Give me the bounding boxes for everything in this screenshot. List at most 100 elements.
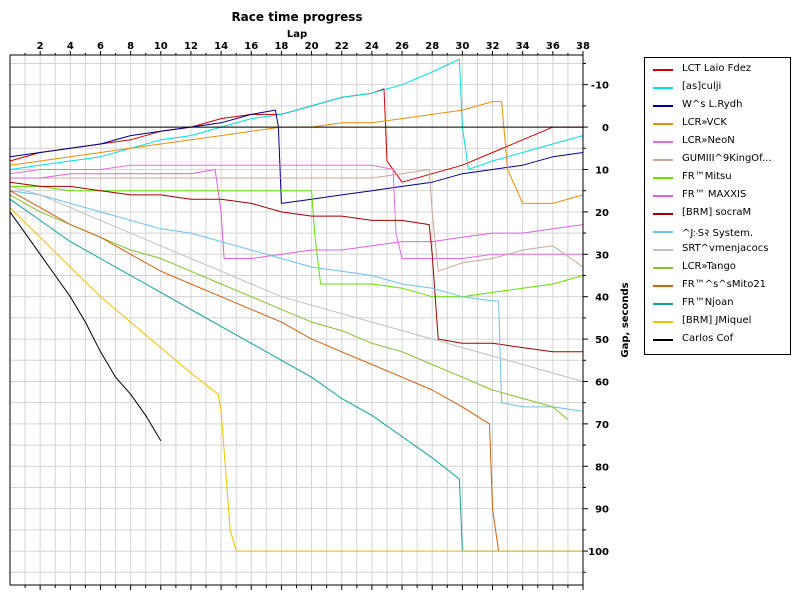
y-tick-label: 80 — [595, 462, 609, 473]
y-tick-label: -10 — [591, 81, 609, 92]
legend-item: [BRM] socraM — [645, 206, 790, 223]
series-line-13 — [9, 190, 500, 552]
legend-label: LCR»VCK — [682, 117, 727, 128]
legend-item: [as]culji — [645, 80, 790, 97]
legend-swatch — [653, 141, 673, 143]
legend-item: FR™ MAXXIS — [645, 188, 790, 205]
legend-swatch — [653, 87, 673, 89]
x-tick-label: 2 — [37, 41, 44, 52]
legend-swatch — [653, 177, 673, 179]
legend-swatch — [653, 69, 673, 71]
x-tick-label: 4 — [67, 41, 74, 52]
legend-label: FR™Mitsu — [682, 171, 732, 182]
legend: LCT Laio Fdez [as]culji W^s L.Rydh LCR»VCK L… — [644, 57, 791, 355]
y-tick-label: 10 — [595, 165, 609, 176]
series-line-6 — [10, 169, 584, 272]
legend-label: SRT^vmenjacocs — [682, 243, 769, 254]
legend-swatch — [653, 195, 673, 197]
legend-swatch — [653, 321, 673, 323]
series-line-12 — [9, 194, 569, 420]
x-tick-label: 16 — [244, 41, 258, 52]
legend-swatch — [653, 267, 673, 269]
x-axis-label: Lap — [287, 29, 307, 40]
x-tick-label: 30 — [455, 41, 469, 52]
legend-swatch — [653, 105, 673, 107]
legend-label: ^J჻S२ System. — [682, 228, 754, 239]
legend-item: FR™Njoan — [645, 296, 790, 313]
legend-swatch — [653, 231, 673, 233]
y-tick-label: 50 — [595, 335, 609, 346]
legend-item: [BRM] JMiquel — [645, 314, 790, 331]
series-line-16 — [9, 211, 162, 442]
legend-label: LCR»Tango — [682, 261, 736, 272]
series-line-2 — [9, 58, 584, 170]
x-tick-label: 26 — [395, 41, 409, 52]
x-tick-label: 6 — [97, 41, 104, 52]
y-axis-label: Gap, seconds — [620, 282, 631, 357]
y-tick-label: 30 — [595, 250, 609, 261]
legend-label: Carlos Cof — [682, 333, 734, 344]
legend-label: [BRM] JMiquel — [682, 315, 752, 326]
legend-item: Carlos Cof — [645, 332, 790, 349]
x-tick-label: 24 — [365, 41, 379, 52]
legend-label: LCR»NeoN — [682, 135, 735, 146]
legend-label: FR™^s^sMito21 — [682, 279, 767, 290]
legend-swatch — [653, 285, 673, 287]
legend-swatch — [653, 303, 673, 305]
y-tick-label: 40 — [595, 293, 609, 304]
legend-item: LCR»Tango — [645, 260, 790, 277]
legend-swatch — [653, 213, 673, 215]
legend-label: LCT Laio Fdez — [682, 63, 752, 74]
axes: 2 4 6 8 10 12 14 16 18 20 22 24 26 28 30 32 34 36 38-10010… — [9, 41, 609, 590]
x-tick-label: 12 — [184, 41, 198, 52]
x-tick-label: 32 — [486, 41, 500, 52]
y-tick-label: 90 — [595, 505, 609, 516]
legend-label: W^s L.Rydh — [682, 99, 743, 110]
legend-item: SRT^vmenjacocs — [645, 242, 790, 259]
legend-item: FR™^s^sMito21 — [645, 278, 790, 295]
x-tick-label: 36 — [546, 41, 560, 52]
legend-label: [as]culji — [682, 81, 722, 92]
legend-item: W^s L.Rydh — [645, 98, 790, 115]
x-tick-label: 28 — [425, 41, 439, 52]
x-tick-label: 10 — [154, 41, 168, 52]
legend-item: GUMIII^9KingOf... — [645, 152, 790, 169]
y-tick-label: 60 — [595, 377, 609, 388]
x-tick-label: 38 — [576, 41, 590, 52]
legend-item: FR™Mitsu — [645, 170, 790, 187]
x-tick-label: 34 — [516, 41, 530, 52]
legend-swatch — [653, 123, 673, 125]
x-tick-label: 8 — [127, 41, 134, 52]
y-tick-label: 100 — [588, 547, 609, 558]
legend-item: LCR»NeoN — [645, 134, 790, 151]
legend-swatch — [653, 159, 673, 161]
chart-title: Race time progress — [231, 10, 362, 24]
grid-lines — [10, 55, 584, 585]
x-tick-label: 14 — [214, 41, 228, 52]
series-line-15 — [9, 207, 583, 552]
legend-swatch — [653, 339, 673, 341]
legend-label: GUMIII^9KingOf... — [682, 153, 772, 164]
y-tick-label: 20 — [595, 208, 609, 219]
legend-item: LCR»VCK — [645, 116, 790, 133]
legend-label: FR™ MAXXIS — [682, 189, 747, 200]
y-tick-label: 70 — [595, 420, 609, 431]
series-line-10 — [9, 190, 584, 412]
series-line-8 — [10, 169, 584, 259]
series-lines — [9, 58, 584, 552]
series-line-7 — [10, 185, 584, 298]
x-tick-label: 20 — [305, 41, 319, 52]
series-line-4 — [9, 101, 584, 204]
legend-label: FR™Njoan — [682, 297, 734, 308]
legend-swatch — [653, 249, 673, 251]
series-line-5 — [9, 164, 583, 259]
x-tick-label: 22 — [335, 41, 349, 52]
series-line-9 — [9, 181, 583, 353]
x-tick-label: 18 — [274, 41, 288, 52]
legend-item: ^J჻S२ System. — [645, 224, 790, 241]
series-line-11 — [9, 185, 584, 382]
y-tick-label: 0 — [602, 123, 609, 134]
legend-label: [BRM] socraM — [682, 207, 752, 218]
